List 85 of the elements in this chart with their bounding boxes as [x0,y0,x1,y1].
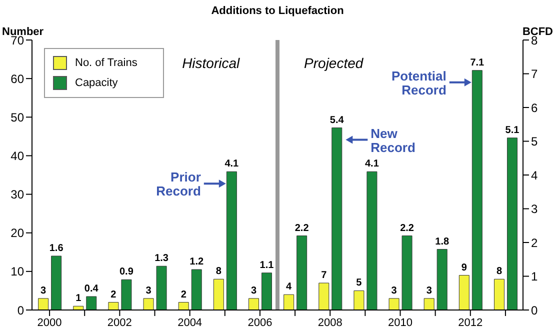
y-tick-label: 0 [17,303,24,318]
bar [402,236,412,310]
data-label: 1.8 [435,236,450,248]
y2-tick-label: 6 [531,100,538,115]
legend-label: No. of Trains [75,56,138,71]
bar [226,171,237,310]
data-label: 2.2 [294,222,310,234]
bar [51,256,62,310]
y-tick-label: 10 [10,264,24,279]
bar [38,298,49,310]
x-tick-label: 2004 [178,316,202,329]
data-label: 1.3 [154,253,169,264]
y-tick-label: 20 [10,226,24,240]
bar [108,302,119,310]
bar [436,249,448,310]
bar [178,302,189,310]
bar [121,279,132,310]
annotation: Prior Record [156,170,201,199]
y2-tick-label: 2 [531,236,538,250]
bar [213,278,224,310]
bar [296,236,308,310]
bar [318,282,330,310]
y-tick-label: 30 [10,188,24,202]
bar [388,298,400,310]
legend-label: Capacity [75,76,118,91]
data-label: 1.1 [260,260,274,271]
x-tick-label: 2000 [37,316,62,329]
y2-tick-label: 1 [531,270,538,284]
annotation: Historical [182,55,241,71]
data-label: 5.4 [330,114,344,126]
data-label: 0.4 [84,284,99,294]
bar [86,296,97,310]
y2-tick-label: 7 [531,67,538,82]
data-label: 3 [40,285,47,296]
data-label: 3 [250,285,257,296]
data-label: 1 [76,293,82,304]
x-tick-label: 2010 [388,316,412,329]
bar [332,128,342,310]
bar [261,272,272,310]
annotation: New Record [370,126,416,155]
data-label: 4 [286,282,292,293]
bar [143,298,154,310]
y2-tick-label: 5 [531,134,538,149]
data-label: 3 [391,285,398,296]
annotation: Projected [304,55,364,71]
data-label: 8 [496,266,502,278]
bar [506,138,518,310]
data-label: 3 [426,285,432,296]
data-label: 2 [180,289,187,300]
x-tick-label: 2008 [318,316,342,329]
x-tick-label: 2012 [458,316,483,329]
data-label: 4.1 [365,158,380,170]
annotation: Potential Record [391,68,446,98]
y-tick-label: 40 [10,148,24,163]
x-tick-label: 2006 [248,316,272,329]
y-tick-label: 60 [10,72,24,86]
data-label: 8 [216,266,222,278]
data-label: 1.6 [49,243,64,254]
y2-tick-label: 0 [531,303,538,318]
bar [494,278,504,310]
data-label: 7.1 [470,57,485,68]
bar [424,298,434,310]
y2-tick-label: 4 [531,168,538,182]
data-label: 5.1 [505,124,520,136]
data-label: 1.2 [190,256,204,268]
chart-title: Additions to Liquefaction [211,5,344,17]
y-tick-label: 50 [10,110,24,124]
y2-tick-label: 3 [531,202,538,216]
data-label: 2.2 [400,222,414,234]
bar [284,294,294,310]
data-label: 7 [321,270,328,281]
data-label: 0.9 [120,266,134,278]
data-label: 9 [461,262,468,274]
bar [248,298,259,310]
bar [366,171,378,310]
data-label: 2 [110,289,117,300]
bar [472,70,482,310]
data-label: 3 [146,285,152,296]
x-tick-label: 2002 [107,316,132,329]
data-label: 4.1 [224,158,240,170]
bar [191,269,202,310]
bar [458,275,470,310]
bar [156,266,167,310]
data-label: 5 [356,278,362,289]
bar [354,290,364,310]
